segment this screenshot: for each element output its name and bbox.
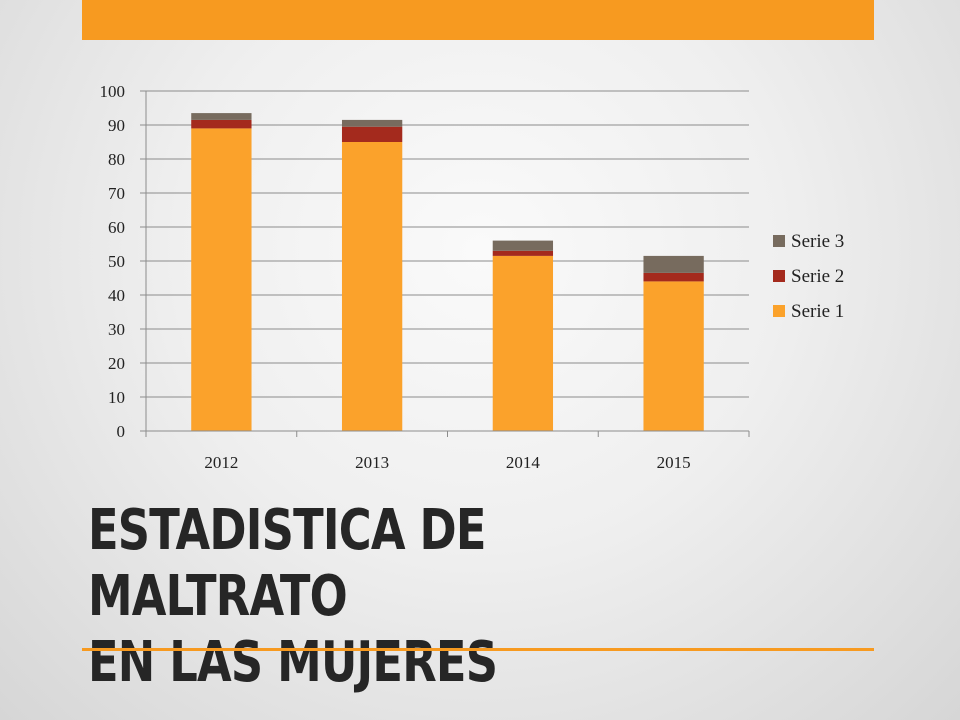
- bar-2014-series-1: [492, 255, 554, 431]
- y-tick-label-50: 50: [108, 252, 125, 271]
- y-tick-label-60: 60: [108, 218, 125, 237]
- slide-title: ESTADISTICA DE MALTRATO EN LAS MUJERES: [88, 498, 728, 696]
- bars: [191, 113, 704, 431]
- y-tick-label-90: 90: [108, 116, 125, 135]
- bar-2013-series-1: [341, 142, 403, 431]
- bar-2014-series-2: [492, 250, 554, 256]
- legend-swatch-1: [773, 270, 785, 282]
- stacked-bar-chart: 0 10 20 30 40 50 60 70 80 90 100 2012 2013 2014 2015 S…: [100, 82, 845, 472]
- bar-2015-series-3: [643, 255, 704, 273]
- bar-2012-series-3: [191, 113, 252, 120]
- bottom-accent-rule: [82, 648, 874, 651]
- y-tick-label-70: 70: [108, 184, 125, 203]
- x-tick-label-2014: 2014: [506, 453, 541, 472]
- slide-title-line-2: EN LAS MUJERES: [88, 630, 498, 695]
- y-tick-label-30: 30: [108, 320, 125, 339]
- bar-2015-series-1: [643, 281, 704, 431]
- y-tick-label-20: 20: [108, 354, 125, 373]
- y-tick-label-0: 0: [117, 422, 126, 441]
- y-tick-label-80: 80: [108, 150, 125, 169]
- x-tick-label-2012: 2012: [204, 453, 238, 472]
- legend-label-1: Serie 2: [791, 266, 844, 287]
- x-tick-label-2013: 2013: [355, 453, 389, 472]
- bar-2012-series-1: [191, 128, 252, 431]
- y-tick-label-40: 40: [108, 286, 125, 305]
- bar-2013-series-3: [341, 119, 403, 127]
- y-tick-label-10: 10: [108, 388, 125, 407]
- slide-title-line-1: ESTADISTICA DE MALTRATO: [88, 498, 487, 629]
- x-tick-label-2015: 2015: [657, 453, 691, 472]
- bar-2015-series-2: [643, 272, 704, 282]
- bar-2014-series-3: [492, 240, 554, 251]
- top-accent-bar: [82, 0, 874, 40]
- legend-swatch-2: [773, 305, 785, 317]
- legend: Serie 3 Serie 2 Serie 1: [773, 231, 844, 322]
- legend-swatch-0: [773, 235, 785, 247]
- axes: 0 10 20 30 40 50 60 70 80 90 100 2012 2013 2014 2015: [100, 82, 750, 472]
- legend-label-0: Serie 3: [791, 231, 844, 252]
- y-tick-label-100: 100: [100, 82, 126, 101]
- bar-2013-series-2: [341, 126, 403, 142]
- legend-label-2: Serie 1: [791, 301, 844, 322]
- bar-2012-series-2: [191, 119, 252, 129]
